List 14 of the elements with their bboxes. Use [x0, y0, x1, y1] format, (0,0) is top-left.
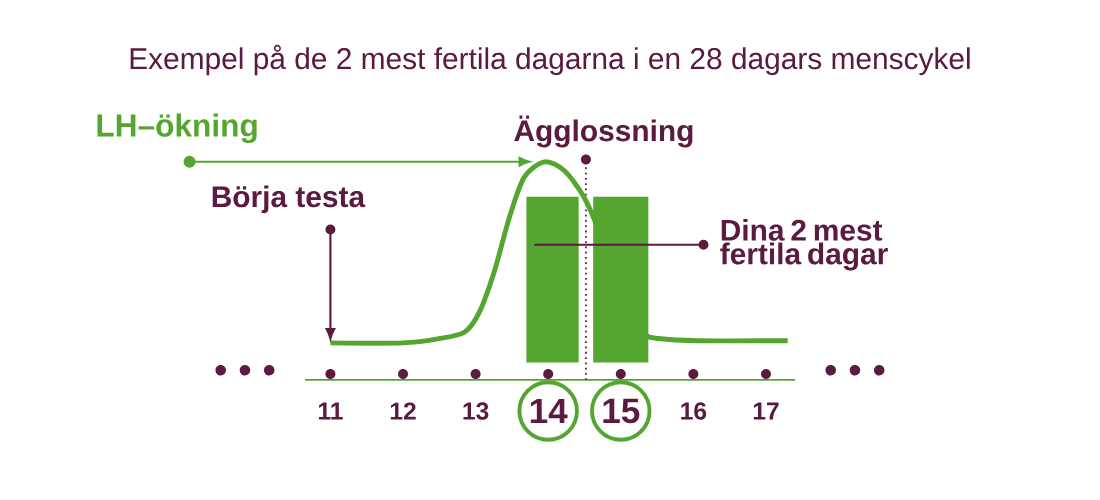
- x-tick-label: 16: [681, 402, 707, 420]
- x-tick-label: 17: [753, 402, 779, 420]
- x-tick-label: 14: [530, 398, 568, 424]
- text: LH–ökning: [97, 113, 257, 144]
- annotation: Börja testa: [212, 185, 366, 214]
- x-tick-label: 15: [603, 398, 640, 424]
- chart-title: Exempel på de 2 mest fertila dagarna i en 28 dagars menscykel: [130, 44, 970, 76]
- x-tick-label: 11: [318, 402, 343, 420]
- annotation: Dina 2 mest fertila dagar: [720, 218, 888, 271]
- x-tick-label: 12: [390, 402, 416, 420]
- x-tick-label: 13: [463, 402, 489, 420]
- ref-line-label: Ägglossning: [514, 115, 693, 148]
- text: • • •: [825, 364, 885, 376]
- text: • • •: [215, 364, 275, 376]
